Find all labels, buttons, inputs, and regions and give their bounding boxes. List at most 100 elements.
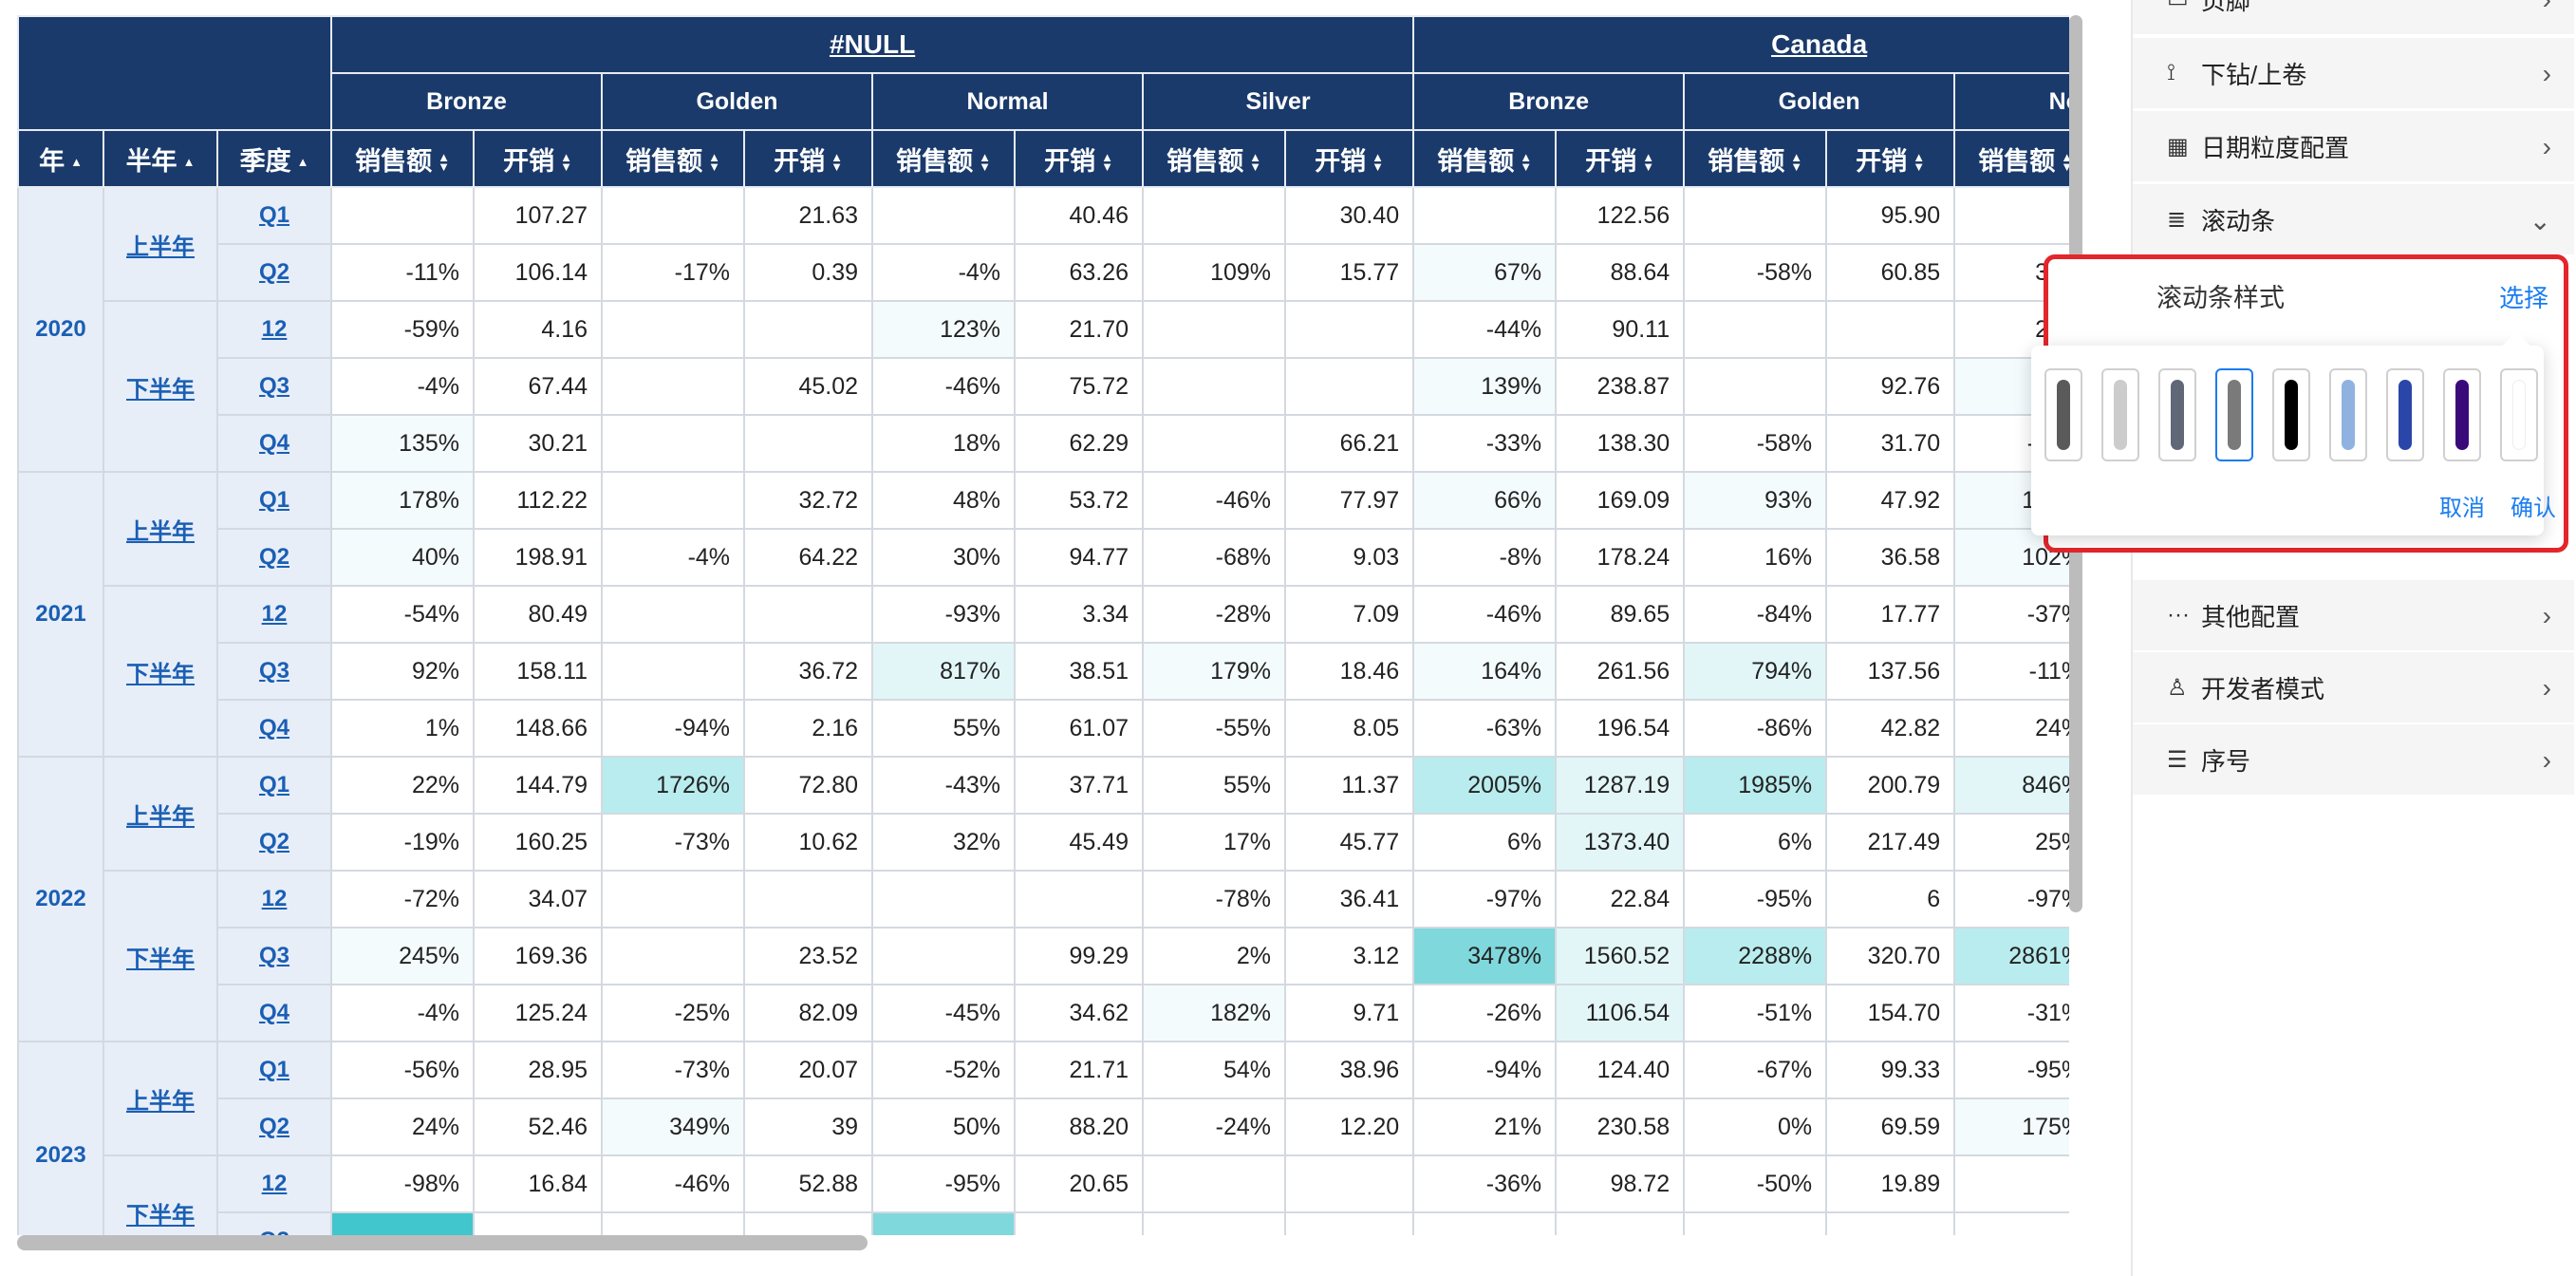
data-cell[interactable]: -44% xyxy=(1412,300,1558,359)
half-year-cell[interactable]: 上半年 xyxy=(103,186,218,302)
data-cell[interactable]: -84% xyxy=(1683,585,1828,644)
quarter-cell[interactable]: Q2 xyxy=(215,243,333,302)
data-cell[interactable]: 36.72 xyxy=(743,642,874,701)
data-cell[interactable]: 1106.54 xyxy=(1555,984,1686,1042)
data-cell[interactable]: 2.16 xyxy=(743,699,874,758)
data-cell[interactable]: -11% xyxy=(1953,642,2069,701)
panel-item[interactable]: ▭ 页脚 › xyxy=(2133,0,2574,36)
data-cell[interactable]: -4% xyxy=(330,984,476,1042)
data-cell[interactable]: 23.52 xyxy=(743,927,874,985)
data-cell[interactable]: 17.77 xyxy=(1825,585,1956,644)
data-cell[interactable]: 24% xyxy=(1953,699,2069,758)
data-cell[interactable]: -25% xyxy=(601,984,746,1042)
data-cell[interactable] xyxy=(1284,300,1415,359)
quarter-link[interactable]: 12 xyxy=(261,886,288,911)
data-cell[interactable]: 1560.52 xyxy=(1555,927,1686,985)
data-cell[interactable]: 77.97 xyxy=(1284,471,1415,530)
data-cell[interactable]: -36% xyxy=(1412,1154,1558,1213)
data-cell[interactable]: 32% xyxy=(871,813,1017,872)
sort-icon[interactable]: ▲▼ xyxy=(708,150,720,175)
data-cell[interactable]: 30.40 xyxy=(1284,186,1415,245)
horizontal-scrollbar[interactable] xyxy=(17,1235,868,1250)
measure-header[interactable]: 销售额▲▼ xyxy=(1412,129,1558,188)
quarter-cell[interactable]: Q4 xyxy=(215,414,333,473)
data-cell[interactable] xyxy=(871,1211,1017,1235)
sort-icon[interactable]: ▲▼ xyxy=(1913,150,1926,175)
quarter-cell[interactable]: Q2 xyxy=(215,813,333,872)
quarter-link[interactable]: Q3 xyxy=(259,373,290,399)
data-cell[interactable]: -50% xyxy=(1683,1154,1828,1213)
data-cell[interactable] xyxy=(1142,1154,1287,1213)
quarter-cell[interactable]: Q4 xyxy=(215,699,333,758)
data-cell[interactable] xyxy=(601,300,746,359)
data-cell[interactable] xyxy=(1142,186,1287,245)
measure-header[interactable]: 销售额▲▼ xyxy=(1142,129,1287,188)
data-cell[interactable] xyxy=(1412,1211,1558,1235)
quarter-cell[interactable]: Q3 xyxy=(215,927,333,985)
measure-header[interactable]: 销售额▲▼ xyxy=(1953,129,2069,188)
data-cell[interactable]: 245% xyxy=(330,927,476,985)
data-cell[interactable]: -97% xyxy=(1953,870,2069,929)
data-cell[interactable]: -56% xyxy=(330,1041,476,1099)
quarter-link[interactable]: Q1 xyxy=(259,1057,290,1082)
data-cell[interactable]: 2005% xyxy=(1412,756,1558,815)
data-cell[interactable]: 99.29 xyxy=(1014,927,1145,985)
data-cell[interactable]: -73% xyxy=(601,813,746,872)
data-cell[interactable]: 48% xyxy=(871,471,1017,530)
data-cell[interactable]: 18.46 xyxy=(1284,642,1415,701)
data-cell[interactable]: 93% xyxy=(1683,471,1828,530)
data-cell[interactable]: 17% xyxy=(1142,813,1287,872)
data-cell[interactable] xyxy=(601,1211,746,1235)
quarter-link[interactable]: Q2 xyxy=(259,544,290,570)
data-cell[interactable]: 135% xyxy=(330,414,476,473)
measure-header[interactable]: 销售额▲▼ xyxy=(871,129,1017,188)
data-cell[interactable] xyxy=(743,870,874,929)
data-cell[interactable]: 30.21 xyxy=(473,414,604,473)
data-cell[interactable]: 1726% xyxy=(601,756,746,815)
data-cell[interactable]: 22% xyxy=(330,756,476,815)
data-cell[interactable]: 40.46 xyxy=(1014,186,1145,245)
data-cell[interactable]: 148.66 xyxy=(473,699,604,758)
scrollbar-style-option[interactable] xyxy=(2500,368,2538,461)
data-cell[interactable] xyxy=(1953,1211,2069,1235)
measure-header[interactable]: 开销 ▲ ▼ xyxy=(743,129,874,188)
data-cell[interactable]: 112.22 xyxy=(473,471,604,530)
data-cell[interactable]: 3478% xyxy=(1412,927,1558,985)
data-cell[interactable]: 31.70 xyxy=(1825,414,1956,473)
sort-icon[interactable]: ▲▼ xyxy=(1372,150,1385,175)
data-cell[interactable]: 2861% xyxy=(1953,927,2069,985)
data-cell[interactable]: 21.71 xyxy=(1014,1041,1145,1099)
sort-icon[interactable]: ▲▼ xyxy=(1642,150,1655,175)
data-cell[interactable]: -97% xyxy=(1412,870,1558,929)
data-cell[interactable]: 99.33 xyxy=(1825,1041,1956,1099)
data-cell[interactable]: 349% xyxy=(601,1098,746,1156)
data-cell[interactable]: 1985% xyxy=(1683,756,1828,815)
data-cell[interactable]: -73% xyxy=(601,1041,746,1099)
measure-header[interactable]: 开销 ▲ ▼ xyxy=(473,129,604,188)
data-cell[interactable]: 1287.19 xyxy=(1555,756,1686,815)
data-cell[interactable]: 106.14 xyxy=(473,243,604,302)
data-cell[interactable]: -59% xyxy=(330,300,476,359)
data-cell[interactable]: 175% xyxy=(1953,1098,2069,1156)
half-year-link[interactable]: 下半年 xyxy=(126,1202,195,1229)
data-cell[interactable]: 178.24 xyxy=(1555,528,1686,587)
data-cell[interactable]: 169.09 xyxy=(1555,471,1686,530)
data-cell[interactable] xyxy=(1412,186,1558,245)
sort-icon[interactable]: ▲▼ xyxy=(1520,150,1533,175)
data-cell[interactable]: -4% xyxy=(330,357,476,416)
data-cell[interactable]: 138.30 xyxy=(1555,414,1686,473)
data-cell[interactable]: -33% xyxy=(1412,414,1558,473)
data-cell[interactable]: 230.58 xyxy=(1555,1098,1686,1156)
half-year-link[interactable]: 上半年 xyxy=(126,1088,195,1115)
quarter-cell[interactable]: 12 xyxy=(215,585,333,644)
data-cell[interactable]: 3.12 xyxy=(1284,927,1415,985)
scrollbar-style-option[interactable] xyxy=(2386,368,2424,461)
measure-header[interactable]: 开销 ▲ ▼ xyxy=(1284,129,1415,188)
data-cell[interactable]: -24% xyxy=(1142,1098,1287,1156)
data-cell[interactable]: 19.89 xyxy=(1825,1154,1956,1213)
data-cell[interactable]: 261.56 xyxy=(1555,642,1686,701)
scrollbar-style-option[interactable] xyxy=(2215,368,2253,461)
data-cell[interactable]: -95% xyxy=(871,1154,1017,1213)
data-cell[interactable] xyxy=(601,642,746,701)
data-cell[interactable]: 137.56 xyxy=(1825,642,1956,701)
